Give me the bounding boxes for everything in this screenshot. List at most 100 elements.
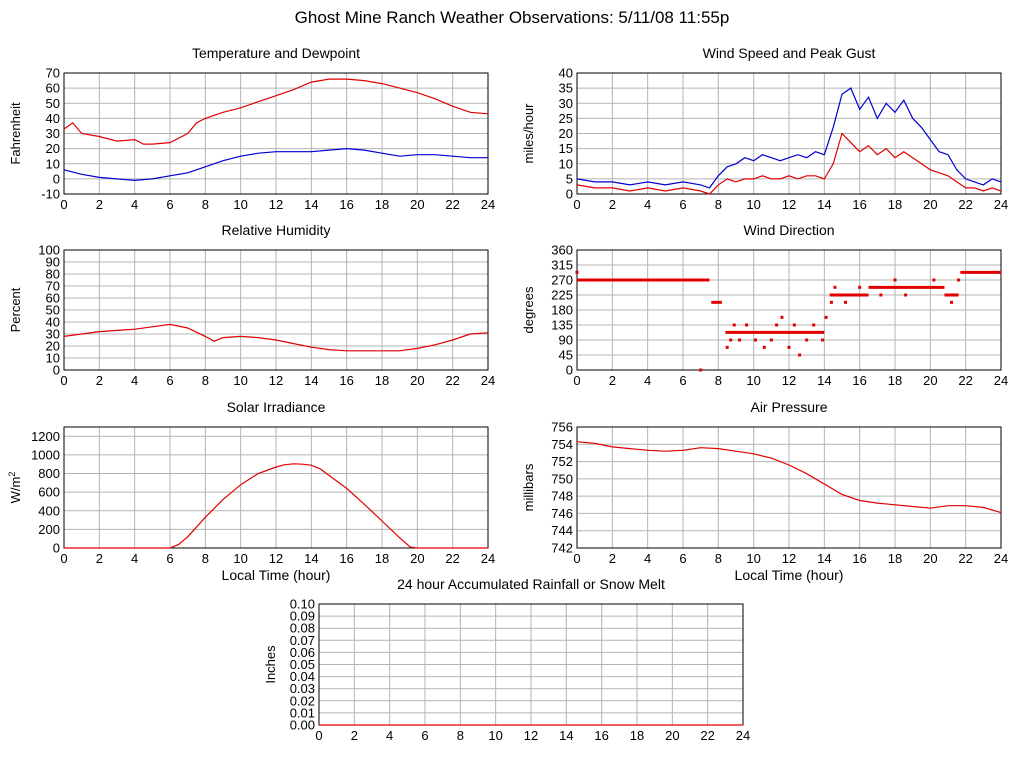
y-tick-label: 10 <box>559 156 573 171</box>
y-tick-label: 744 <box>551 523 573 538</box>
direction-point <box>725 345 729 349</box>
x-tick-label: 10 <box>746 197 760 212</box>
y-axis-label: millibars <box>521 463 536 511</box>
y-tick-label: 315 <box>551 258 573 273</box>
y-tick-label: 70 <box>46 66 60 81</box>
x-tick-label: 20 <box>923 197 937 212</box>
y-tick-label: 0.03 <box>290 681 315 696</box>
x-tick-label: 8 <box>202 551 209 566</box>
x-tick-label: 4 <box>131 373 138 388</box>
plot-frame <box>63 249 489 371</box>
y-tick-label: 0.06 <box>290 645 315 660</box>
x-tick-label: 24 <box>481 551 495 566</box>
y-tick-label: 0 <box>53 541 60 556</box>
direction-point <box>769 338 773 342</box>
series-line-1 <box>63 147 488 182</box>
x-tick-label: 24 <box>994 197 1008 212</box>
x-tick-label: 0 <box>60 373 67 388</box>
plot-frame <box>576 72 1002 195</box>
direction-point <box>775 323 779 327</box>
x-tick-label: 20 <box>410 551 424 566</box>
x-tick-label: 22 <box>700 728 714 743</box>
page-title: Ghost Mine Ranch Weather Observations: 5… <box>294 8 730 27</box>
y-tick-label: 40 <box>46 111 60 126</box>
series-line-1 <box>576 132 1002 195</box>
y-tick-label: 40 <box>46 315 60 330</box>
x-tick-label: 8 <box>715 551 722 566</box>
y-tick-label: 50 <box>46 96 60 111</box>
direction-point <box>575 270 579 274</box>
direction-point <box>879 293 883 297</box>
y-tick-label: 45 <box>559 348 573 363</box>
y-tick-label: 0.09 <box>290 609 315 624</box>
chart-title: Air Pressure <box>750 399 827 415</box>
x-tick-label: 18 <box>888 197 902 212</box>
x-tick-label: 20 <box>665 728 679 743</box>
x-tick-label: 16 <box>339 197 353 212</box>
y-tick-label: 180 <box>551 303 573 318</box>
x-tick-label: 22 <box>958 551 972 566</box>
x-tick-label: 24 <box>994 551 1008 566</box>
x-tick-label: 16 <box>852 551 866 566</box>
x-tick-label: 16 <box>852 373 866 388</box>
y-axis-label: W/m2 <box>7 472 23 504</box>
x-tick-label: 20 <box>923 551 937 566</box>
y-tick-label: 20 <box>559 126 573 141</box>
y-tick-label: 35 <box>559 81 573 96</box>
y-tick-label: 1200 <box>31 429 60 444</box>
x-tick-label: 22 <box>445 551 459 566</box>
x-tick-label: 18 <box>375 197 389 212</box>
chart-title: Solar Irradiance <box>227 399 326 415</box>
y-tick-label: 30 <box>46 327 60 342</box>
y-tick-label: 800 <box>38 466 60 481</box>
direction-point <box>780 315 784 319</box>
y-tick-label: 100 <box>38 243 60 258</box>
x-tick-label: 16 <box>852 197 866 212</box>
direction-point <box>762 345 766 349</box>
x-tick-label: 18 <box>375 373 389 388</box>
x-tick-label: 14 <box>817 197 831 212</box>
y-tick-label: 40 <box>559 66 573 81</box>
plot-frame <box>63 72 489 195</box>
x-tick-label: 14 <box>559 728 573 743</box>
y-tick-label: 135 <box>551 318 573 333</box>
series-line-0 <box>63 78 489 145</box>
x-tick-label: 18 <box>888 373 902 388</box>
x-tick-label: 8 <box>715 373 722 388</box>
y-axis-label: degrees <box>521 286 536 333</box>
x-tick-label: 8 <box>202 373 209 388</box>
y-tick-label: 90 <box>46 255 60 270</box>
x-tick-label: 14 <box>304 197 318 212</box>
y-tick-label: 0 <box>53 363 60 378</box>
y-tick-label: 15 <box>559 141 573 156</box>
x-tick-label: 20 <box>923 373 937 388</box>
x-tick-label: 4 <box>131 197 138 212</box>
chart-title: Wind Speed and Peak Gust <box>703 45 876 61</box>
y-tick-label: 750 <box>551 471 573 486</box>
y-tick-label: 200 <box>38 522 60 537</box>
x-tick-label: 10 <box>233 197 247 212</box>
chart-title: Wind Direction <box>743 222 834 238</box>
series-line-0 <box>576 87 1002 189</box>
x-tick-label: 8 <box>715 197 722 212</box>
y-tick-label: 270 <box>551 273 573 288</box>
y-tick-label: 0.07 <box>290 633 315 648</box>
y-tick-label: 50 <box>46 303 60 318</box>
chart-title: 24 hour Accumulated Rainfall or Snow Mel… <box>397 576 665 592</box>
x-tick-label: 4 <box>644 373 651 388</box>
y-tick-label: 60 <box>46 291 60 306</box>
x-tick-label: 20 <box>410 373 424 388</box>
x-tick-label: 0 <box>573 551 580 566</box>
direction-point <box>821 338 825 342</box>
y-tick-label: 25 <box>559 111 573 126</box>
y-tick-label: 742 <box>551 541 573 556</box>
x-tick-label: 2 <box>609 197 616 212</box>
series-line-0 <box>576 441 1002 514</box>
x-tick-label: 12 <box>524 728 538 743</box>
direction-point <box>732 323 736 327</box>
x-tick-label: 14 <box>817 373 831 388</box>
y-tick-label: 1000 <box>31 447 60 462</box>
y-tick-label: -10 <box>41 187 60 202</box>
plot-frame <box>576 249 1002 371</box>
x-tick-label: 18 <box>630 728 644 743</box>
